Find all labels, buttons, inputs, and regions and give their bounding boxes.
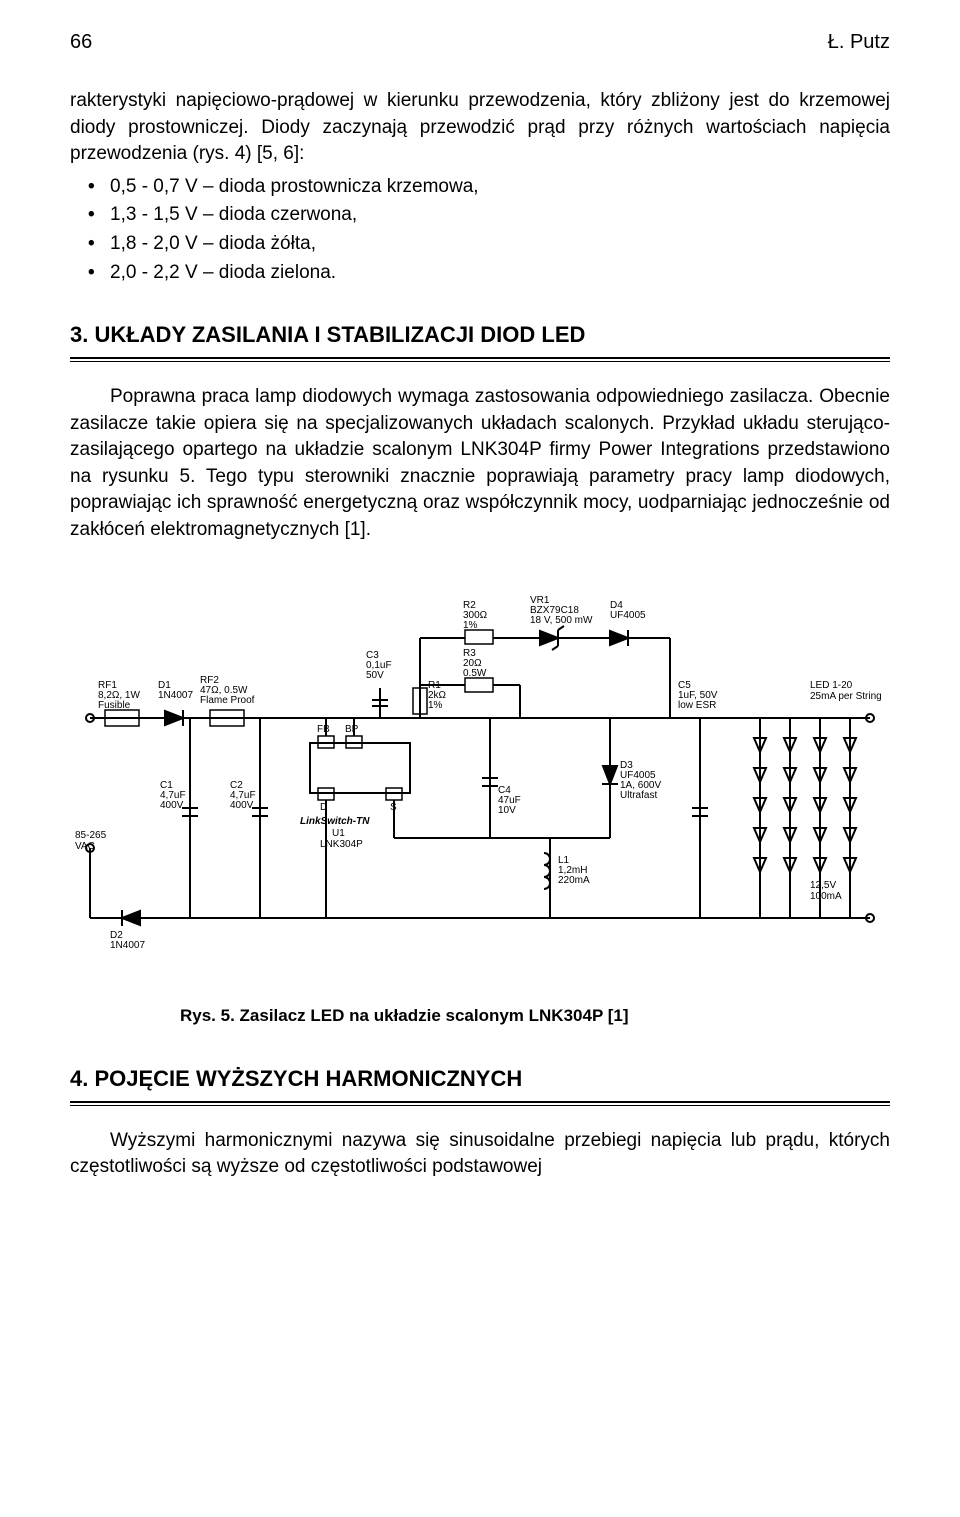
led-strings [754, 718, 856, 918]
d3-label: D3UF40051A, 600VUltrafast [620, 760, 661, 801]
section3-paragraph: Poprawna praca lamp diodowych wymaga zas… [70, 384, 890, 544]
rf2-label: RF247Ω, 0.5WFlame Proof [200, 675, 255, 706]
r2-label: R2300Ω1% [463, 600, 488, 631]
c5-label: C51uF, 50Vlow ESR [678, 680, 718, 711]
figure5-caption: Rys. 5. Zasilacz LED na układzie scalony… [70, 1004, 890, 1028]
intro-paragraph: rakterystyki napięciowo-prądowej w kieru… [70, 88, 890, 168]
c1-label: C14,7uF400V [160, 780, 186, 811]
vr1-label: VR1BZX79C1818 V, 500 mW [530, 595, 593, 626]
page-number: 66 [70, 28, 92, 56]
l1-label: L11,2mH220mA [558, 855, 590, 886]
section4-title: 4. POJĘCIE WYŻSZYCH HARMONICZNYCH [70, 1064, 890, 1095]
rf1-label: RF18,2Ω, 1WFusible [98, 680, 140, 711]
d2-label: D21N4007 [110, 930, 145, 951]
bullet-list: 0,5 - 0,7 V – dioda prostownicza krzemow… [70, 174, 890, 286]
out-label: 12,5V100mA [810, 880, 842, 902]
c2-label: C24,7uF400V [230, 780, 256, 811]
schematic-figure: 85-265VAC RF18,2Ω, 1WFusible D11N4007 RF… [70, 588, 890, 968]
list-item: 2,0 - 2,2 V – dioda zielona. [110, 260, 890, 287]
bp-pin: BP [345, 724, 359, 735]
page-header: 66 Ł. Putz [70, 28, 890, 56]
section4-paragraph: Wyższymi harmonicznymi nazywa się sinuso… [70, 1128, 890, 1181]
list-item: 1,3 - 1,5 V – dioda czerwona, [110, 202, 890, 229]
u1-label: LinkSwitch-TNU1LNK304P [300, 816, 370, 850]
list-item: 1,8 - 2,0 V – dioda żółta, [110, 231, 890, 258]
r3-label: R320Ω0.5W [463, 648, 487, 679]
section-rule [70, 357, 890, 362]
c4-label: C447uF10V [498, 785, 521, 816]
c3-label: C30,1uF50V [366, 650, 392, 681]
fb-pin: FB [317, 724, 330, 735]
d4-label: D4UF4005 [610, 600, 646, 621]
author-name: Ł. Putz [828, 28, 890, 56]
list-item: 0,5 - 0,7 V – dioda prostownicza krzemow… [110, 174, 890, 201]
section3-title: 3. UKŁADY ZASILANIA I STABILIZACJI DIOD … [70, 320, 890, 351]
d1-label: D11N4007 [158, 680, 193, 701]
led-label: LED 1-2025mA per String [810, 680, 882, 702]
section-rule [70, 1101, 890, 1106]
